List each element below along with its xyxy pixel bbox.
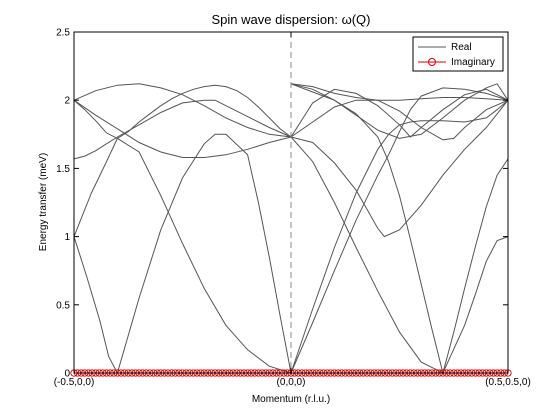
plot-area: 0 0.5 1 1.5 2 2.5 (-0.5,0,0) (0,0,0) (0.5,0.5,0…: [54, 28, 531, 389]
real-branch-line-3: [73, 99, 292, 160]
y-tick-label: 2: [64, 96, 70, 107]
x-tick-label: (0,0,0): [277, 377, 306, 388]
y-tick-label: 2.5: [56, 28, 70, 39]
series-layer: [73, 83, 509, 375]
real-branch-line-14: [290, 83, 509, 375]
x-tick-label: (-0.5,0,0): [54, 377, 95, 388]
real-branch-line-11: [290, 88, 509, 138]
y-tick-label: 1.5: [56, 164, 70, 175]
y-axis-ticks: 0 0.5 1 1.5 2 2.5: [56, 28, 508, 380]
legend-imaginary-marker: [428, 58, 436, 66]
real-branch-line-7: [290, 99, 509, 374]
legend: Real Imaginary: [412, 36, 504, 72]
legend-imaginary-label: Imaginary: [451, 57, 495, 68]
legend-box: [412, 36, 504, 72]
x-axis-label: Momentum (r.l.u.): [252, 394, 330, 405]
y-tick-label: 0.5: [56, 300, 70, 311]
real-branch-line-10: [290, 99, 509, 141]
real-branch-line-1: [73, 84, 292, 139]
chart-title: Spin wave dispersion: ω(Q): [212, 12, 371, 27]
real-branch-line-12: [290, 83, 509, 101]
y-axis-label: Energy transfer (meV): [38, 153, 49, 251]
real-branch-line-8: [290, 87, 509, 374]
real-branch-line-6: [73, 137, 292, 374]
real-branch-line-5: [73, 133, 292, 375]
x-axis-ticks: (-0.5,0,0) (0,0,0) (0.5,0.5,0): [54, 32, 531, 388]
y-tick-label: 1: [64, 232, 70, 243]
legend-real-label: Real: [451, 42, 472, 53]
y-tick-label: 0: [64, 369, 70, 380]
real-branch-line-2: [73, 83, 292, 138]
real-branch-line-4: [73, 99, 292, 158]
real-branch-line-9: [290, 99, 509, 238]
x-tick-label: (0.5,0.5,0): [485, 377, 531, 388]
real-branch-line-15: [290, 136, 509, 374]
